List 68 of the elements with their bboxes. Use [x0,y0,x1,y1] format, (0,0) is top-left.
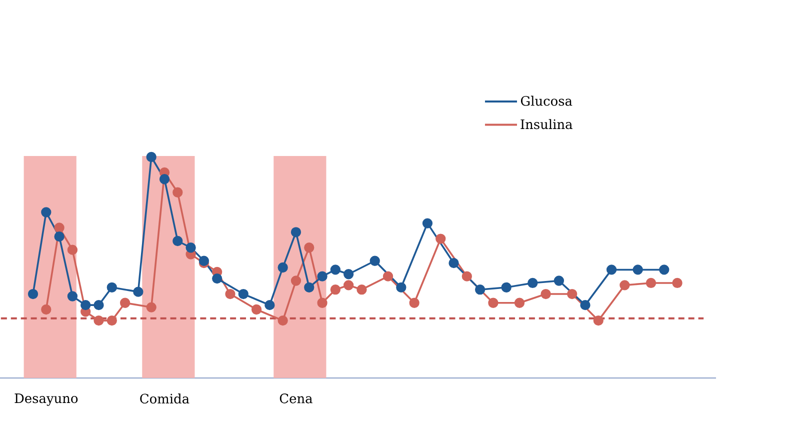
point [304,282,314,292]
point [606,264,617,275]
point [659,264,670,275]
point [422,218,433,228]
point [370,256,380,266]
point [409,298,420,308]
point [382,271,394,282]
point [317,298,328,308]
point [436,234,446,244]
point [225,288,236,300]
point [133,286,144,297]
point [343,280,354,290]
point [620,280,630,290]
point [146,152,156,162]
point [264,300,275,310]
point [330,284,341,295]
point [317,271,328,282]
point [448,258,459,268]
point [41,207,52,218]
point [106,282,117,292]
point [646,278,656,288]
point [396,282,406,292]
point [514,298,525,308]
point [528,278,538,288]
point [251,304,262,315]
legend-label: Glucosa [520,96,572,106]
point [94,300,104,310]
point [67,244,78,255]
point [580,300,590,310]
point [488,298,498,308]
point [540,288,551,300]
point [330,264,341,275]
point [80,300,91,310]
x-tick-label: Comida [140,394,190,404]
point [474,284,486,295]
point [54,222,64,233]
point [120,298,130,308]
x-tick-label: Cena [280,394,312,404]
point [54,231,64,242]
point [212,273,222,284]
point [186,242,196,253]
point [198,256,210,266]
point [501,282,512,292]
point [146,302,156,312]
point [356,284,367,295]
point [672,278,682,288]
point [554,276,564,286]
point [106,315,117,326]
point [290,227,302,238]
point [278,262,288,273]
point [343,269,354,280]
point [159,174,170,184]
x-tick-label: Desayuno [14,394,78,406]
point [593,315,604,326]
point [238,288,248,300]
point [41,304,52,315]
point [462,271,472,282]
point [290,276,302,286]
point [304,242,314,253]
point [94,315,104,326]
point [172,236,183,246]
point [567,288,578,300]
point [632,264,643,275]
point [67,291,78,302]
point [278,315,288,326]
legend-label: Insulina [520,119,572,130]
point [28,288,38,300]
point [172,187,183,198]
